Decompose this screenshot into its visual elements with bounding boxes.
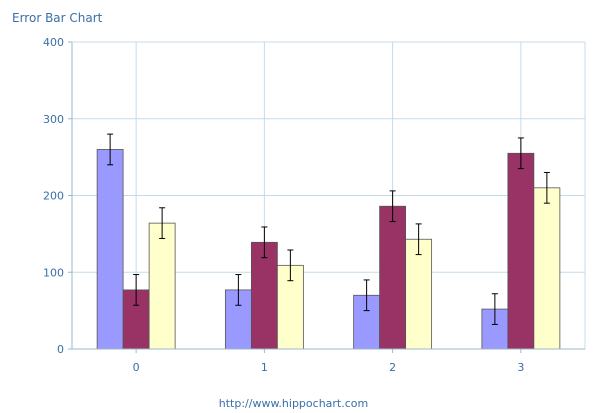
bar (533, 187, 561, 350)
bars (96, 149, 561, 350)
x-tick-label: 1 (261, 361, 268, 374)
bar (148, 222, 176, 350)
y-tick-label: 400 (43, 36, 64, 49)
y-tick-label: 200 (43, 190, 64, 203)
error-bar (517, 137, 524, 170)
error-bar (235, 274, 242, 306)
bar (405, 238, 433, 350)
x-tick-label: 2 (389, 361, 396, 374)
error-bar (543, 171, 550, 204)
error-bars (107, 133, 550, 325)
error-bar (415, 223, 422, 256)
tick-labels: 0 100 200 300 400 0 1 2 3 (43, 36, 524, 374)
y-tick-label: 100 (43, 266, 64, 279)
axes (68, 41, 585, 353)
error-bar (133, 274, 140, 306)
x-tick-label: 3 (517, 361, 524, 374)
error-bar (107, 133, 114, 166)
y-tick-label: 300 (43, 113, 64, 126)
bar (507, 152, 535, 350)
error-bar (363, 279, 370, 312)
footer-link[interactable]: http://www.hippochart.com (218, 397, 369, 410)
error-bar (261, 226, 268, 259)
bar (96, 149, 124, 350)
error-bar (491, 293, 498, 325)
y-tick-label: 0 (57, 343, 64, 356)
bar (379, 205, 407, 350)
x-tick-label: 0 (133, 361, 140, 374)
bar (250, 241, 278, 350)
error-bar (287, 249, 294, 282)
chart-title: Error Bar Chart (12, 11, 103, 25)
error-bar (389, 190, 396, 223)
error-bar (159, 207, 166, 239)
